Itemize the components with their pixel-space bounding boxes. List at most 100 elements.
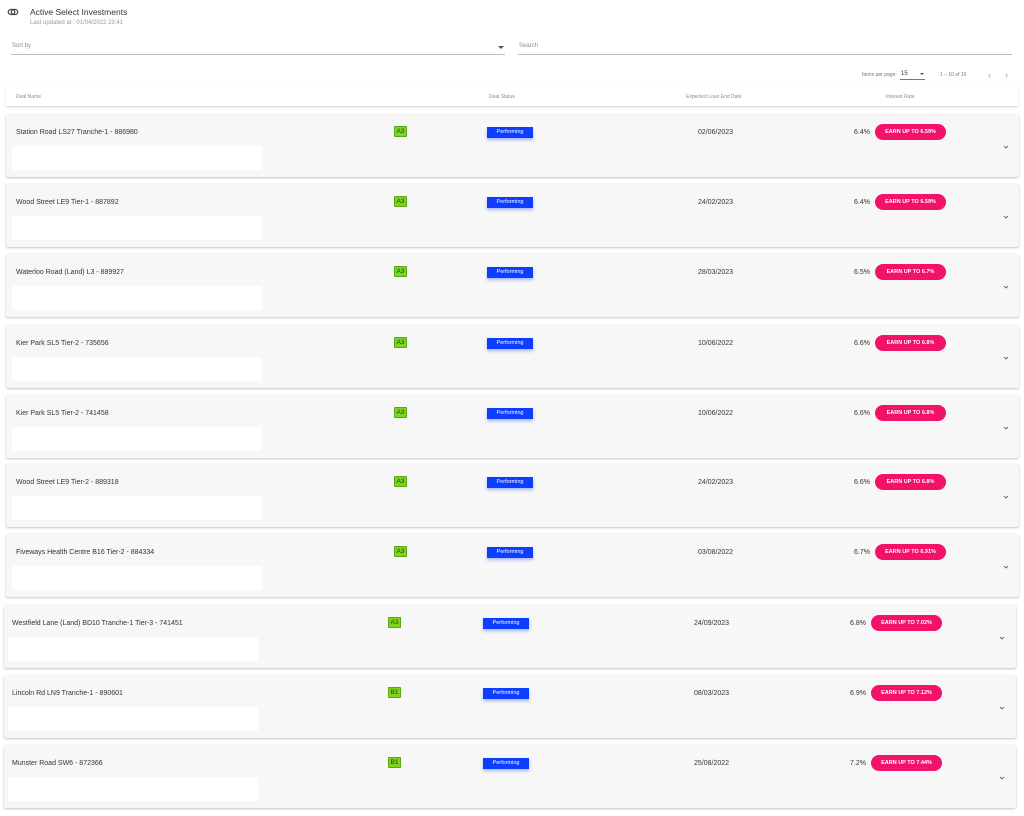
deal-details-panel	[12, 216, 262, 240]
deal-details-panel	[8, 707, 258, 731]
interest-rate: 6.6%	[854, 479, 870, 486]
deal-name[interactable]: Kier Park SL5 Tier-2 - 735656	[16, 340, 109, 347]
expected-end-date: 10/06/2022	[698, 410, 734, 417]
earn-up-to-button[interactable]: EARN UP TO 6.7%	[875, 264, 946, 280]
deal-status-badge: Performing	[483, 618, 529, 629]
search-input[interactable]: Search	[518, 41, 1012, 55]
interest-rate: 7.2%	[850, 760, 866, 767]
deal-details-panel	[12, 496, 262, 520]
chevron-down-icon[interactable]	[1002, 213, 1010, 221]
items-per-page-select[interactable]: 15	[900, 69, 925, 80]
expected-end-date: 03/08/2022	[698, 549, 734, 556]
deal-details-panel	[12, 566, 262, 590]
deal-name[interactable]: Kier Park SL5 Tier-2 - 741458	[16, 410, 109, 417]
expected-end-date: 24/09/2023	[694, 620, 730, 627]
expected-end-date: 24/02/2023	[698, 479, 734, 486]
table-row[interactable]: Westfield Lane (Land) BD10 Tranche-1 Tie…	[4, 605, 1016, 668]
sort-by-select[interactable]: Sort by	[11, 41, 505, 55]
chevron-down-icon[interactable]	[998, 634, 1006, 642]
interest-rate: 6.6%	[854, 410, 870, 417]
earn-up-to-button[interactable]: EARN UP TO 7.12%	[871, 685, 942, 701]
table-row[interactable]: Fiveways Health Centre B16 Tier-2 - 8843…	[6, 534, 1019, 597]
deal-details-panel	[8, 637, 258, 661]
dropdown-arrow-icon	[498, 46, 504, 49]
deal-details-panel	[12, 427, 262, 451]
risk-grade-badge: A3	[394, 407, 407, 418]
chevron-down-icon[interactable]	[1002, 354, 1010, 362]
earn-up-to-button[interactable]: EARN UP TO 6.8%	[875, 335, 946, 351]
expected-end-date: 10/06/2022	[698, 340, 734, 347]
table-row[interactable]: Munster Road SW6 - 872366 B1 Performing 25/…	[4, 745, 1016, 808]
column-header-end-date[interactable]: Expected Loan End Date	[686, 94, 742, 100]
dropdown-arrow-icon	[920, 73, 924, 75]
deal-details-panel	[12, 286, 262, 310]
interest-rate: 6.8%	[850, 620, 866, 627]
risk-grade-badge: A3	[394, 196, 407, 207]
deal-status-badge: Performing	[487, 338, 533, 349]
interest-rate: 6.4%	[854, 199, 870, 206]
expected-end-date: 25/08/2022	[694, 760, 730, 767]
expected-end-date: 08/03/2023	[694, 690, 730, 697]
risk-grade-badge: A3	[394, 476, 407, 487]
deal-details-panel	[12, 146, 262, 170]
page-header: Active Select Investments Last updated a…	[7, 5, 1017, 29]
table-row[interactable]: Waterloo Road (Land) L3 - 889927 A3 Perfor…	[6, 254, 1019, 317]
table-header: Deal Name Deal Status Expected Loan End …	[6, 86, 1018, 106]
deal-status-badge: Performing	[483, 758, 529, 769]
items-per-page-value: 15	[901, 71, 908, 77]
earn-up-to-button[interactable]: EARN UP TO 7.02%	[871, 615, 942, 631]
risk-grade-badge: A3	[394, 337, 407, 348]
deal-name[interactable]: Fiveways Health Centre B16 Tier-2 - 8843…	[16, 549, 155, 556]
column-header-interest-rate[interactable]: Interest Rate	[886, 94, 915, 100]
column-header-deal-status[interactable]: Deal Status	[489, 94, 515, 100]
items-per-page-label: Items per page:	[862, 72, 897, 78]
column-header-deal-name[interactable]: Deal Name	[16, 94, 42, 100]
interest-rate: 6.4%	[854, 129, 870, 136]
interest-rate: 6.7%	[854, 549, 870, 556]
risk-grade-badge: A3	[394, 126, 407, 137]
chevron-down-icon[interactable]	[1002, 143, 1010, 151]
risk-grade-badge: A3	[388, 617, 401, 628]
deal-name[interactable]: Station Road LS27 Tranche-1 - 886980	[16, 129, 138, 136]
risk-grade-badge: B1	[388, 757, 401, 768]
deal-name[interactable]: Waterloo Road (Land) L3 - 889927	[16, 269, 124, 276]
table-row[interactable]: Kier Park SL5 Tier-2 - 735656 A3 Performin…	[6, 325, 1019, 388]
table-row[interactable]: Station Road LS27 Tranche-1 - 886980 A3 Pe…	[6, 114, 1019, 177]
table-row[interactable]: Kier Park SL5 Tier-2 - 741458 A3 Performin…	[6, 395, 1019, 458]
deal-status-badge: Performing	[483, 688, 529, 699]
chevron-right-icon[interactable]: ›	[1005, 70, 1008, 80]
chevron-down-icon[interactable]	[1002, 493, 1010, 501]
risk-grade-badge: A3	[394, 266, 407, 277]
table-row[interactable]: Lincoln Rd LN9 Tranche-1 - 890601 B1 Perfo…	[4, 675, 1016, 738]
deal-status-badge: Performing	[487, 547, 533, 558]
earn-up-to-button[interactable]: EARN UP TO 6.59%	[875, 194, 946, 210]
earn-up-to-button[interactable]: EARN UP TO 6.91%	[875, 544, 946, 560]
earn-up-to-button[interactable]: EARN UP TO 6.8%	[875, 405, 946, 421]
deal-name[interactable]: Wood Street LE9 Tier-2 - 889318	[16, 479, 119, 486]
deal-name[interactable]: Westfield Lane (Land) BD10 Tranche-1 Tie…	[12, 620, 183, 627]
deal-status-badge: Performing	[487, 477, 533, 488]
earn-up-to-button[interactable]: EARN UP TO 6.8%	[875, 474, 946, 490]
chevron-down-icon[interactable]	[1002, 424, 1010, 432]
expected-end-date: 28/03/2023	[698, 269, 734, 276]
interest-rate: 6.6%	[854, 340, 870, 347]
deal-name[interactable]: Lincoln Rd LN9 Tranche-1 - 890601	[12, 690, 123, 697]
chevron-down-icon[interactable]	[998, 704, 1006, 712]
chevron-down-icon[interactable]	[1002, 283, 1010, 291]
sort-by-label: Sort by	[12, 43, 32, 49]
chevron-left-icon[interactable]: ‹	[988, 70, 991, 80]
deal-details-panel	[8, 777, 258, 801]
chevron-down-icon[interactable]	[998, 774, 1006, 782]
search-placeholder: Search	[519, 43, 539, 49]
deal-name[interactable]: Munster Road SW6 - 872366	[12, 760, 103, 767]
deal-status-badge: Performing	[487, 197, 533, 208]
last-updated-text: Last updated at : 01/04/2022 23:41	[30, 20, 124, 26]
table-row[interactable]: Wood Street LE9 Tier-1 - 887892 A3 Perform…	[6, 184, 1019, 247]
deal-details-panel	[12, 357, 262, 381]
interest-rate: 6.9%	[850, 690, 866, 697]
deal-name[interactable]: Wood Street LE9 Tier-1 - 887892	[16, 199, 119, 206]
earn-up-to-button[interactable]: EARN UP TO 7.44%	[871, 755, 942, 771]
earn-up-to-button[interactable]: EARN UP TO 6.59%	[875, 124, 946, 140]
chevron-down-icon[interactable]	[1002, 563, 1010, 571]
table-row[interactable]: Wood Street LE9 Tier-2 - 889318 A3 Perform…	[6, 464, 1019, 527]
